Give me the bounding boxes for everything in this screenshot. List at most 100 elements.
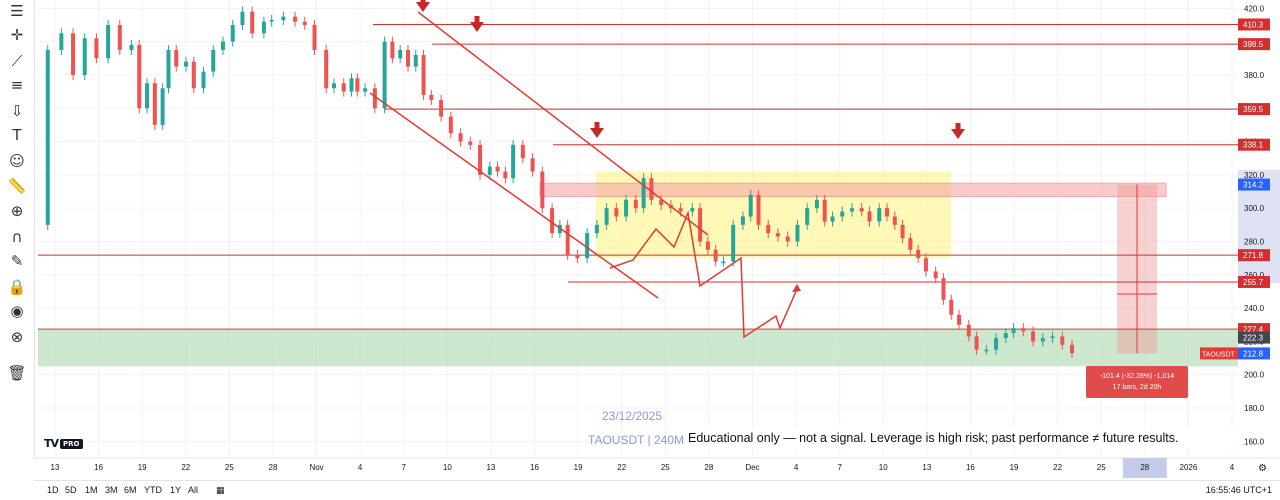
candle-body xyxy=(312,24,317,50)
candle-body xyxy=(941,278,946,300)
trendline-icon[interactable]: ⟋ xyxy=(11,52,23,70)
range-all[interactable]: All xyxy=(188,485,199,495)
down-arrow-marker xyxy=(951,129,965,139)
candle-body xyxy=(183,61,188,67)
arrow-down-icon[interactable]: ⇩ xyxy=(10,102,24,120)
candle-body xyxy=(145,83,150,109)
range-ytd[interactable]: YTD xyxy=(144,485,162,495)
level-badge xyxy=(1238,275,1270,288)
candle-body xyxy=(191,61,196,89)
candle-body xyxy=(974,336,979,350)
candle-body xyxy=(795,224,800,242)
candle-body xyxy=(261,21,266,34)
globe-icon[interactable]: ⊗ xyxy=(10,328,24,346)
candle-body xyxy=(633,199,638,209)
candle-body xyxy=(211,49,216,72)
candle-body xyxy=(540,171,545,209)
time-tick-label: 28 xyxy=(1140,463,1149,472)
candle-body xyxy=(690,208,695,212)
projection-path xyxy=(609,210,798,339)
eye-icon[interactable]: ◉ xyxy=(10,302,24,320)
price-badge xyxy=(1238,347,1270,360)
level-badge-label: 255.7 xyxy=(1243,278,1264,287)
down-arrow-marker-stem xyxy=(955,123,961,130)
candle-body xyxy=(900,224,905,239)
range-1m[interactable]: 1M xyxy=(85,485,98,495)
price-tick-label: 300.0 xyxy=(1244,204,1265,213)
candle-body xyxy=(721,261,726,263)
candle-body xyxy=(830,216,835,222)
ruler-icon[interactable]: 📏 xyxy=(7,177,27,195)
candle-body xyxy=(468,141,473,145)
candle-body xyxy=(59,33,64,50)
fib-icon[interactable]: ≡ xyxy=(10,76,24,94)
time-tick-label: 2026 xyxy=(1180,463,1198,472)
level-badge-label: 398.5 xyxy=(1243,40,1264,49)
candle-body xyxy=(814,199,819,209)
range-1d[interactable]: 1D xyxy=(47,485,59,495)
candle-body xyxy=(641,178,646,209)
time-tick-label: 10 xyxy=(879,463,888,472)
candle-body xyxy=(160,88,165,125)
candle-body xyxy=(840,211,845,217)
level-badge-label: 271.8 xyxy=(1243,251,1264,260)
candle-body xyxy=(949,299,954,315)
level-badge-label: 227.4 xyxy=(1243,325,1264,334)
symbol-tag-label: TAOUSDT xyxy=(1202,351,1236,358)
price-badge xyxy=(1238,178,1270,191)
emoji-icon[interactable]: ☺ xyxy=(9,152,25,170)
price-badge-label: 212.8 xyxy=(1243,349,1264,358)
time-tick-label: 16 xyxy=(530,463,539,472)
candle-body xyxy=(240,11,245,25)
candle-body xyxy=(71,33,76,75)
range-1y[interactable]: 1Y xyxy=(170,485,182,495)
range-5d[interactable]: 5D xyxy=(65,485,77,495)
candle-body xyxy=(649,178,654,200)
candle-body xyxy=(341,83,346,92)
price-chart[interactable]: 160.0180.0200.0220.0240.0260.0280.0300.0… xyxy=(0,0,1280,480)
candle-body xyxy=(293,16,298,22)
drawing-toolbar: ☰ ✛ ⟋ ≡ ⇩ T ☺ 📏 ⊕ ∩ ✎ 🔒 ◉ ⊗ 🗑 xyxy=(0,0,35,499)
candle-body xyxy=(766,224,771,234)
trash-icon[interactable]: 🗑 xyxy=(7,364,27,382)
magnet-icon[interactable]: ∩ xyxy=(11,228,23,246)
down-arrow-marker xyxy=(590,128,604,138)
candle-body xyxy=(624,199,629,217)
candle-body xyxy=(805,208,810,225)
time-tick-label: 13 xyxy=(922,463,931,472)
range-3m[interactable]: 3M xyxy=(105,485,118,495)
menu-icon[interactable]: ☰ xyxy=(10,2,24,20)
watermark-symbol: TAOUSDT | 240M xyxy=(588,433,685,447)
level-badge-label: 359.5 xyxy=(1243,105,1264,114)
time-tick-label: 4 xyxy=(1230,463,1235,472)
time-axis[interactable] xyxy=(34,458,1280,480)
candle-body xyxy=(429,94,434,100)
candle-body xyxy=(604,208,609,225)
down-arrow-marker-stem xyxy=(594,122,600,129)
level-badge xyxy=(1238,18,1270,31)
candle-body xyxy=(1003,333,1008,339)
time-tick-label: 4 xyxy=(794,463,799,472)
down-arrow-marker-stem xyxy=(474,16,480,23)
candle-body xyxy=(1050,336,1055,339)
brush-lock-icon[interactable]: ✎ xyxy=(10,252,24,270)
price-tick-label: 180.0 xyxy=(1244,404,1265,413)
candle-body xyxy=(363,88,368,92)
candle-body xyxy=(82,38,87,75)
text-icon[interactable]: T xyxy=(12,126,22,144)
candle-body xyxy=(1031,331,1036,342)
candle-body xyxy=(1040,338,1045,342)
crosshair-icon[interactable]: ✛ xyxy=(10,26,24,44)
zoom-icon[interactable]: ⊕ xyxy=(10,202,24,220)
candle-body xyxy=(511,144,516,179)
range-6m[interactable]: 6M xyxy=(124,485,137,495)
candle-body xyxy=(957,314,962,325)
settings-gear-icon[interactable]: ⚙ xyxy=(1258,463,1267,474)
down-arrow-marker xyxy=(416,2,430,12)
candle-body xyxy=(487,166,492,175)
candle-body xyxy=(585,233,590,259)
candle-body xyxy=(117,24,122,50)
time-tick-label: 22 xyxy=(181,463,190,472)
lock-icon[interactable]: 🔒 xyxy=(7,278,27,296)
calendar-icon[interactable]: ▦ xyxy=(216,485,225,495)
